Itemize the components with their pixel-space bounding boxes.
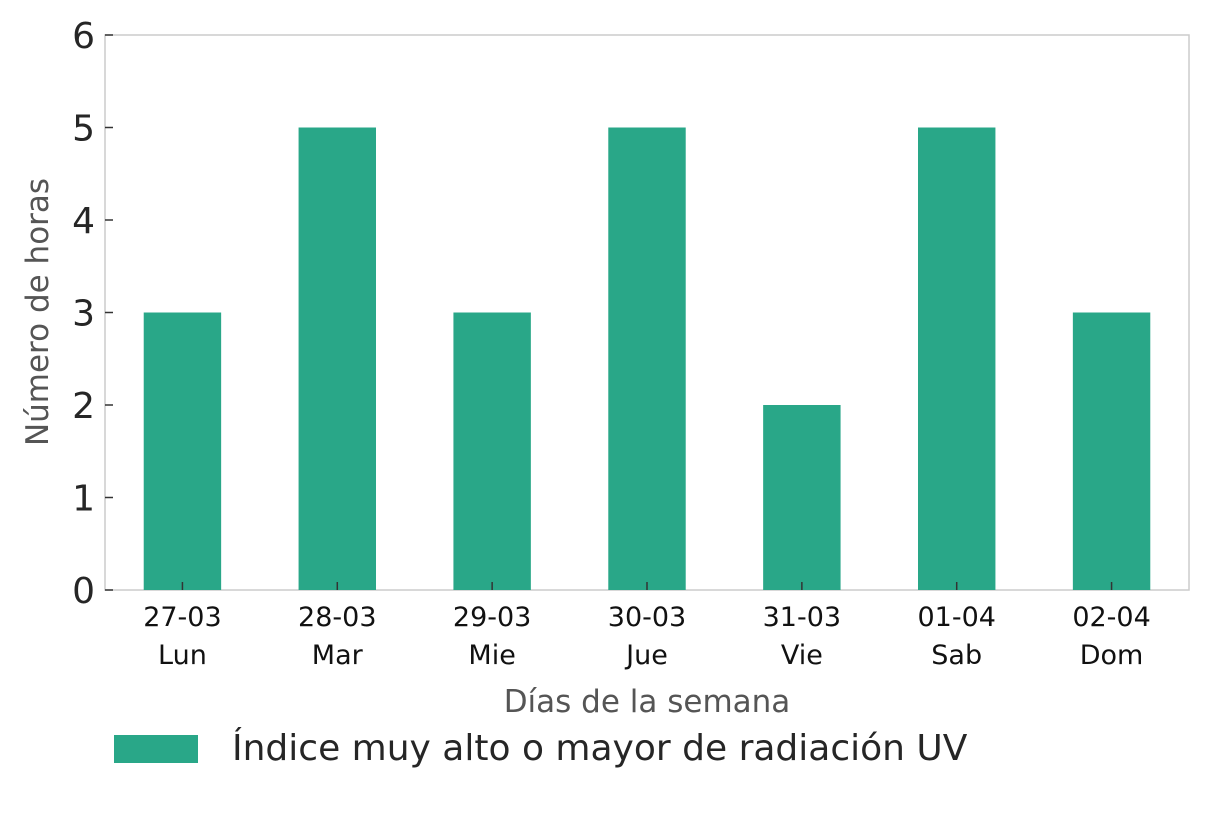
bar-31-03 xyxy=(763,405,841,590)
y-axis-title: Número de horas xyxy=(20,178,56,446)
x-tick-label-day: Vie xyxy=(781,640,823,671)
legend-label: Índice muy alto o mayor de radiación UV xyxy=(232,728,968,769)
bar-30-03 xyxy=(608,127,686,590)
y-axis: 0 1 2 3 4 5 6 xyxy=(72,16,113,612)
x-tick-label-date: 31-03 xyxy=(763,602,841,633)
x-axis: 27-03 Lun 28-03 Mar 29-03 Mie 30-03 Jue 31-03 Vie… xyxy=(143,582,1151,671)
bars-group xyxy=(143,127,1151,590)
y-tick-label: 6 xyxy=(72,16,95,57)
y-tick-label: 3 xyxy=(72,294,95,335)
x-tick-label-day: Dom xyxy=(1080,640,1144,671)
x-tick-label-date: 27-03 xyxy=(143,602,221,633)
x-tick-label-date: 02-04 xyxy=(1072,602,1150,633)
y-tick-label: 1 xyxy=(72,479,95,520)
bar-27-03 xyxy=(143,312,222,590)
y-tick-label: 4 xyxy=(72,201,95,242)
x-tick-label-date: 01-04 xyxy=(917,602,995,633)
bar-28-03 xyxy=(298,127,376,590)
bar-29-03 xyxy=(453,312,531,590)
x-tick-label-date: 29-03 xyxy=(453,602,531,633)
x-axis-title: Días de la semana xyxy=(504,684,791,720)
x-tick-label-date: 30-03 xyxy=(608,602,686,633)
y-tick-label: 0 xyxy=(72,571,95,612)
bar-02-04 xyxy=(1072,312,1151,590)
bar-01-04 xyxy=(918,127,996,590)
legend: Índice muy alto o mayor de radiación UV xyxy=(114,728,967,769)
y-tick-label: 2 xyxy=(72,386,95,427)
x-tick-label-day: Mar xyxy=(312,640,364,671)
x-tick-label-day: Jue xyxy=(624,640,668,671)
x-tick-label-day: Mie xyxy=(468,640,515,671)
x-tick-label-date: 28-03 xyxy=(298,602,376,633)
x-tick-label-day: Lun xyxy=(158,640,207,671)
y-tick-label: 5 xyxy=(72,109,95,150)
x-tick-label-day: Sab xyxy=(931,640,982,671)
legend-swatch xyxy=(114,734,198,763)
